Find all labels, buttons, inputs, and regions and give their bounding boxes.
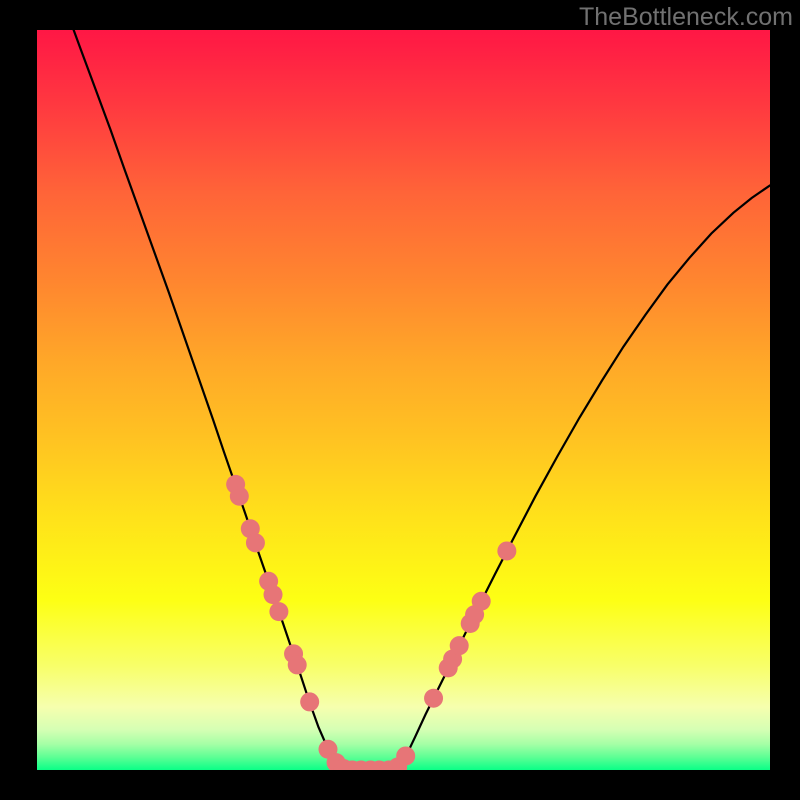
data-point	[396, 746, 415, 765]
data-point	[472, 592, 491, 611]
data-point	[424, 689, 443, 708]
data-point	[497, 541, 516, 560]
data-point	[246, 533, 265, 552]
data-point	[264, 585, 283, 604]
watermark-label: TheBottleneck.com	[579, 3, 793, 32]
data-point	[300, 692, 319, 711]
chart-frame: TheBottleneck.com	[0, 0, 800, 800]
plot-area	[37, 30, 770, 770]
data-point	[288, 655, 307, 674]
data-point	[230, 487, 249, 506]
data-point	[269, 602, 288, 621]
plot-background	[37, 30, 770, 770]
data-point	[450, 636, 469, 655]
